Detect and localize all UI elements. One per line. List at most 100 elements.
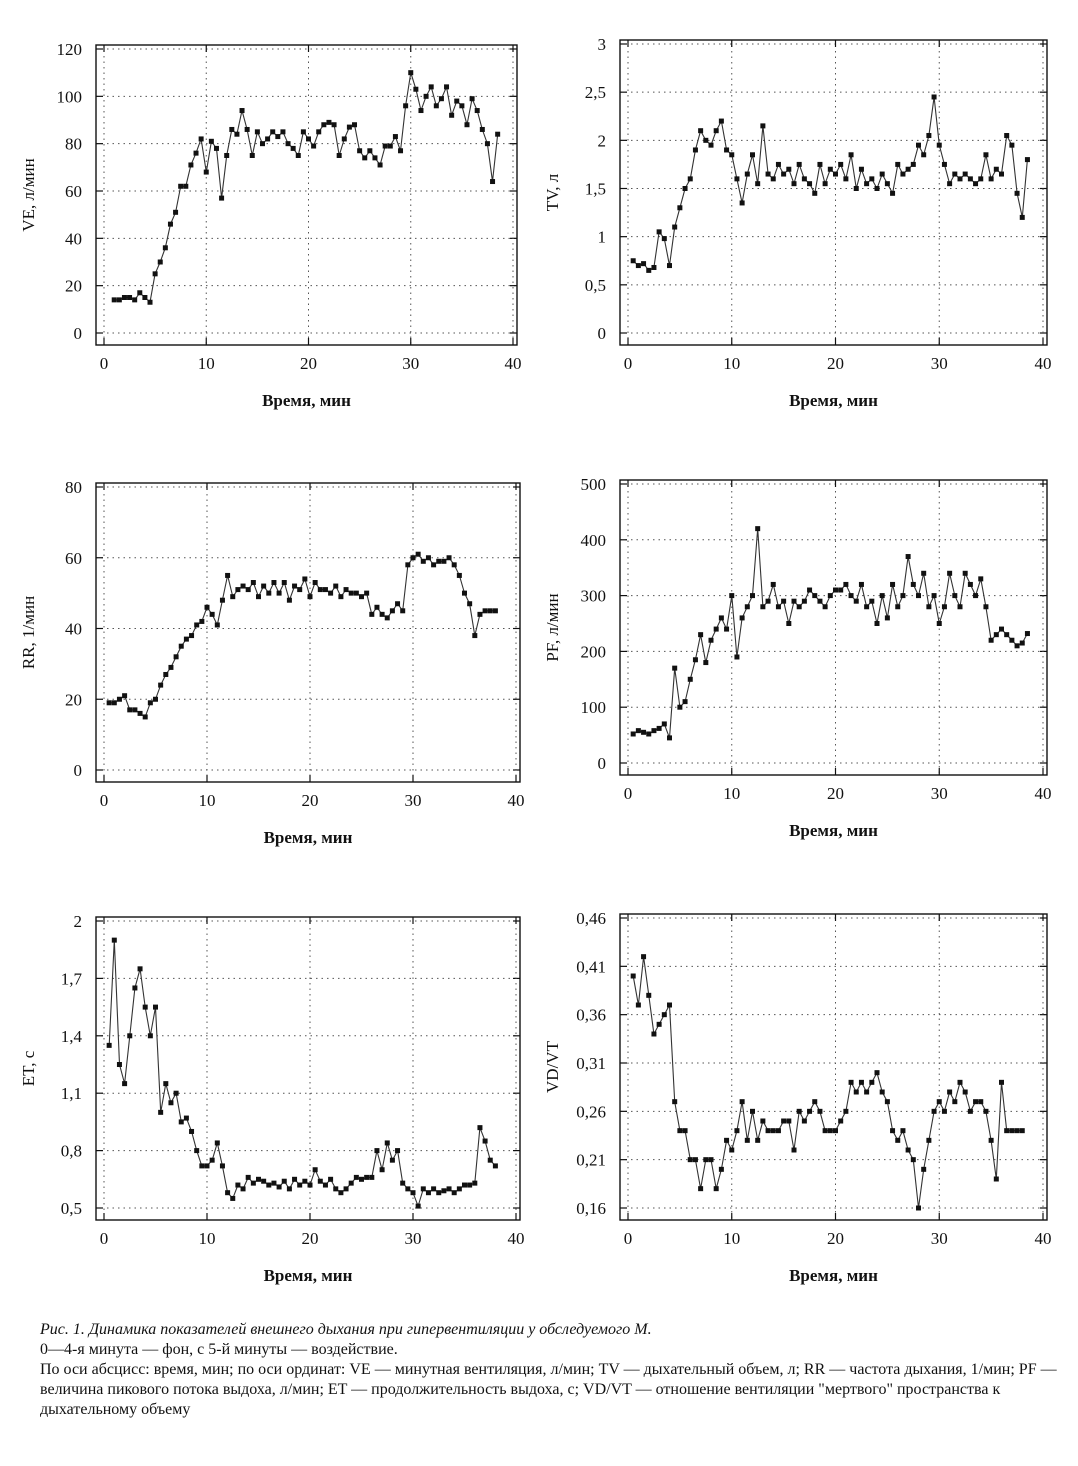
data-point <box>286 597 292 603</box>
data-point <box>952 1099 958 1105</box>
data-point <box>869 598 875 604</box>
data-point <box>744 171 750 177</box>
chart-panel-4: 0 100 200 300 400 500 0 10 20 30 40 Время, мин PF, л… <box>543 475 1052 840</box>
y-tick-label: 3 <box>598 35 607 54</box>
data-point <box>451 562 457 568</box>
data-point <box>438 96 444 102</box>
data-point <box>433 103 439 109</box>
data-point <box>392 134 398 140</box>
data-point <box>817 1108 823 1114</box>
data-point <box>167 221 173 227</box>
data-point <box>276 590 282 596</box>
data-point <box>178 183 184 189</box>
data-point <box>239 108 245 114</box>
data-point <box>879 171 885 177</box>
data-point <box>492 608 498 614</box>
data-point <box>152 271 158 277</box>
plot-frame <box>95 916 521 1221</box>
data-point <box>292 1176 298 1182</box>
data-point <box>168 664 174 670</box>
data-point <box>646 992 652 998</box>
y-tick-label: 200 <box>581 642 607 661</box>
data-point <box>941 604 947 610</box>
data-point <box>462 590 467 596</box>
data-point <box>988 176 994 182</box>
data-point <box>328 1176 334 1182</box>
data-point <box>423 93 429 99</box>
x-tick-label: 30 <box>405 1229 422 1248</box>
y-tick-label: 60 <box>65 549 82 568</box>
data-point <box>1014 1128 1020 1134</box>
data-point <box>199 1163 205 1169</box>
data-point <box>786 166 792 172</box>
data-point <box>425 555 431 561</box>
data-point <box>111 700 117 706</box>
data-point <box>295 153 301 158</box>
data-point <box>931 593 937 599</box>
y-axis-label: PF, л/мин <box>543 593 562 661</box>
data-point <box>297 587 303 593</box>
data-point <box>781 1118 787 1124</box>
data-point <box>775 604 781 610</box>
data-point <box>307 1182 313 1188</box>
x-tick-label: 20 <box>302 791 319 810</box>
data-point <box>750 152 755 158</box>
data-point <box>266 1182 272 1188</box>
data-point <box>630 258 636 264</box>
data-point <box>921 1166 927 1172</box>
data-point <box>926 604 932 610</box>
data-point <box>348 590 354 596</box>
data-point <box>492 1163 498 1169</box>
data-point <box>822 181 828 187</box>
y-axis-label: TV, л <box>543 173 562 211</box>
data-point <box>137 710 143 716</box>
y-tick-label: 20 <box>65 277 82 296</box>
data-point <box>874 1070 880 1076</box>
data-point <box>446 555 452 561</box>
data-point <box>936 142 942 148</box>
data-point <box>656 725 662 731</box>
y-tick-label: 2 <box>74 912 83 931</box>
data-point <box>477 611 483 617</box>
data-point <box>259 141 265 147</box>
data-point <box>641 954 647 960</box>
data-point <box>973 181 979 187</box>
data-point <box>204 1163 210 1169</box>
data-point <box>672 665 678 671</box>
data-point <box>183 183 189 189</box>
x-tick-label: 0 <box>624 784 633 803</box>
data-point <box>884 1099 890 1105</box>
y-tick-label: 80 <box>65 478 82 497</box>
data-point <box>328 590 334 596</box>
data-point <box>921 152 927 158</box>
data-point <box>121 295 127 300</box>
data-point <box>224 153 230 158</box>
data-point <box>646 267 652 273</box>
data-point <box>895 1137 901 1143</box>
data-point <box>469 96 475 102</box>
data-point <box>464 122 470 128</box>
data-point <box>703 137 709 143</box>
data-point <box>234 131 240 137</box>
plot-frame <box>619 39 1048 346</box>
data-point <box>1009 142 1015 148</box>
chart-panel-6: 0,16 0,21 0,26 0,31 0,36 0,41 0,46 0 10 20 30 40 Вре… <box>543 909 1052 1285</box>
data-point <box>127 295 133 300</box>
data-point <box>389 608 395 614</box>
data-point <box>827 593 833 599</box>
data-point <box>978 1099 984 1105</box>
data-point <box>838 587 844 593</box>
data-point <box>739 200 745 206</box>
x-tick-label: 40 <box>1035 1229 1052 1248</box>
data-point <box>900 1128 906 1134</box>
x-tick-label: 20 <box>300 354 317 373</box>
data-point <box>635 1002 641 1008</box>
data-point <box>147 299 153 305</box>
data-point <box>271 580 277 586</box>
data-point <box>254 129 260 135</box>
data-point <box>827 1128 833 1134</box>
data-point <box>750 1108 755 1114</box>
data-point <box>369 611 375 617</box>
data-point <box>905 1147 911 1153</box>
